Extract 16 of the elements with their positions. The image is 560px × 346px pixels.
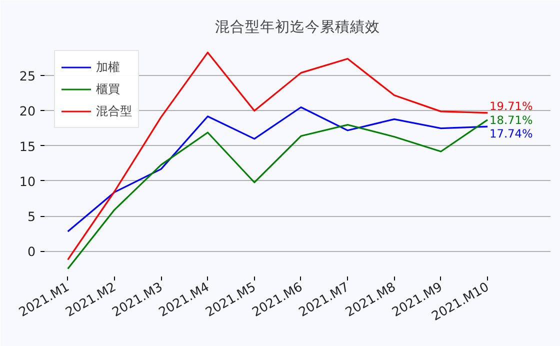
line-series [67,119,488,270]
y-tick-label: 10 [19,174,36,189]
line-series [67,106,488,232]
legend-label: 混合型 [96,102,132,120]
line-series [67,52,488,260]
y-tick-label: 25 [19,68,36,84]
y-tick-label: 0 [27,244,36,260]
data-label: 18.71% [490,112,533,127]
y-tick-label: 5 [27,209,36,224]
legend-label: 櫃買 [96,80,120,98]
chart-title: 混合型年初迄今累積績效 [215,18,380,36]
data-label: 17.74% [490,126,533,141]
y-tick-label: 20 [19,104,36,119]
data-label: 19.71% [490,98,533,113]
y-tick-label: 15 [19,138,36,154]
legend-label: 加權 [96,58,120,76]
